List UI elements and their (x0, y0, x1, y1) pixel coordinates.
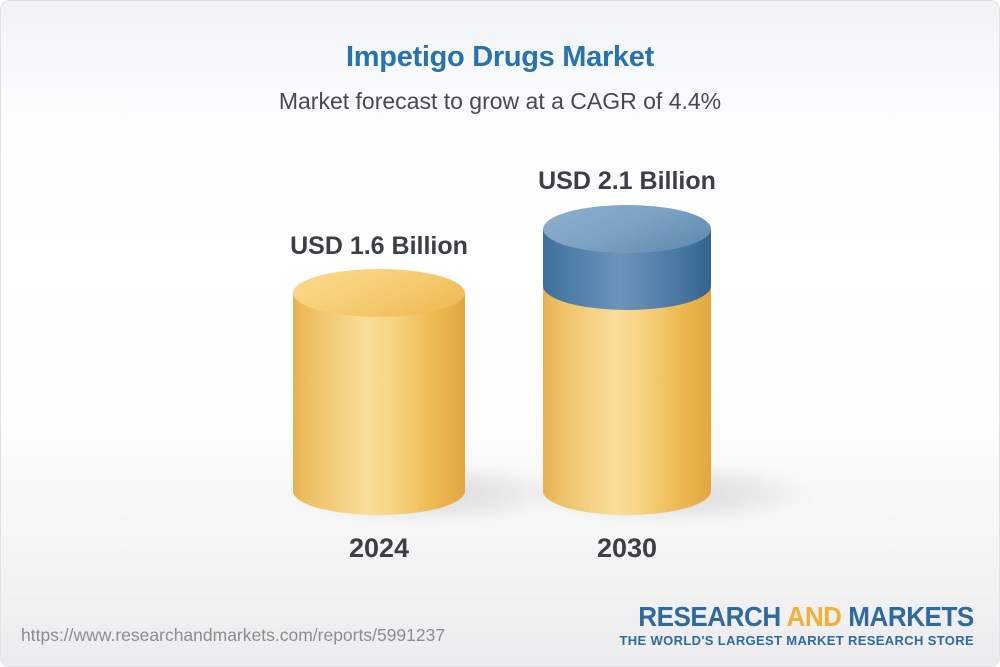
chart-subtitle: Market forecast to grow at a CAGR of 4.4… (278, 88, 722, 114)
bar-cylinder-2030 (543, 205, 711, 515)
bar-value-label-2024: USD 1.6 Billion (290, 232, 468, 260)
report-url: https://www.researchandmarkets.com/repor… (21, 625, 446, 645)
bar-cylinder-2024 (293, 269, 465, 515)
cylinder-body-gold-segment (543, 286, 711, 491)
logo-word-markets: MARKETS (848, 601, 974, 632)
logo-tagline: THE WORLD'S LARGEST MARKET RESEARCH STOR… (619, 633, 974, 649)
research-and-markets-logo: RESEARCH AND MARKETS THE WORLD'S LARGEST… (613, 602, 975, 649)
axis-label-2030: 2030 (596, 533, 658, 563)
cylinder-top-ellipse (543, 205, 711, 253)
logo-word-and: AND (786, 601, 842, 632)
axis-label-2024: 2024 (348, 533, 410, 563)
logo-word-research: RESEARCH (638, 601, 781, 632)
bar-value-label-2030: USD 2.1 Billion (538, 167, 716, 195)
cylinder-body-gold (293, 293, 465, 491)
cylinder-top-ellipse (293, 269, 465, 317)
chart-title: Impetigo Drugs Market (346, 41, 654, 73)
logo-wordmark: RESEARCH AND MARKETS (638, 602, 974, 631)
